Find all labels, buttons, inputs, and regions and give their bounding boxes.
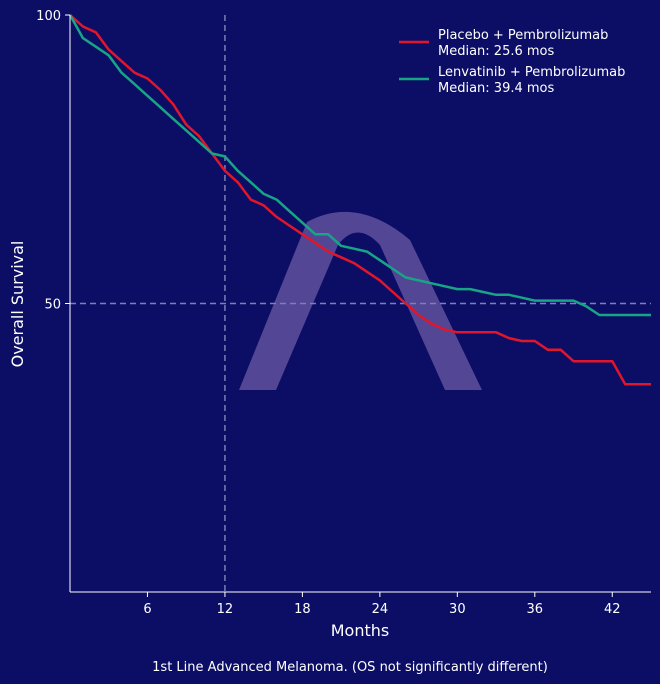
chart-caption: 1st Line Advanced Melanoma. (OS not sign…: [152, 660, 548, 675]
y-axis-title: Overall Survival: [8, 241, 27, 368]
series-layer: [68, 14, 651, 386]
x-axis-title: Months: [331, 621, 389, 640]
x-axis-ticks: 6 12 18 24 30 36 42: [143, 592, 621, 617]
x-tick-label: 12: [217, 602, 234, 617]
legend-median-lenvatinib: Median: 39.4 mos: [438, 81, 554, 96]
legend-label-placebo: Placebo + Pembrolizumab: [438, 28, 608, 43]
lambda-logo-watermark: [239, 211, 482, 390]
x-tick-label: 42: [604, 602, 621, 617]
legend-median-placebo: Median: 25.6 mos: [438, 44, 554, 59]
x-tick-label: 30: [449, 602, 466, 617]
y-axis-ticks: 50 100: [36, 9, 70, 313]
series-line-placebo: [69, 14, 651, 386]
x-tick-label: 36: [527, 602, 544, 617]
legend-label-lenvatinib: Lenvatinib + Pembrolizumab: [438, 65, 625, 80]
y-tick-label: 100: [36, 9, 61, 24]
reference-lines: [70, 15, 651, 592]
series-line-lenvatinib: [68, 14, 651, 317]
legend: Placebo + Pembrolizumab Median: 25.6 mos…: [399, 28, 625, 96]
y-tick-label: 50: [44, 298, 61, 313]
x-tick-label: 24: [372, 602, 389, 617]
x-tick-label: 6: [143, 602, 151, 617]
x-tick-label: 18: [294, 602, 311, 617]
